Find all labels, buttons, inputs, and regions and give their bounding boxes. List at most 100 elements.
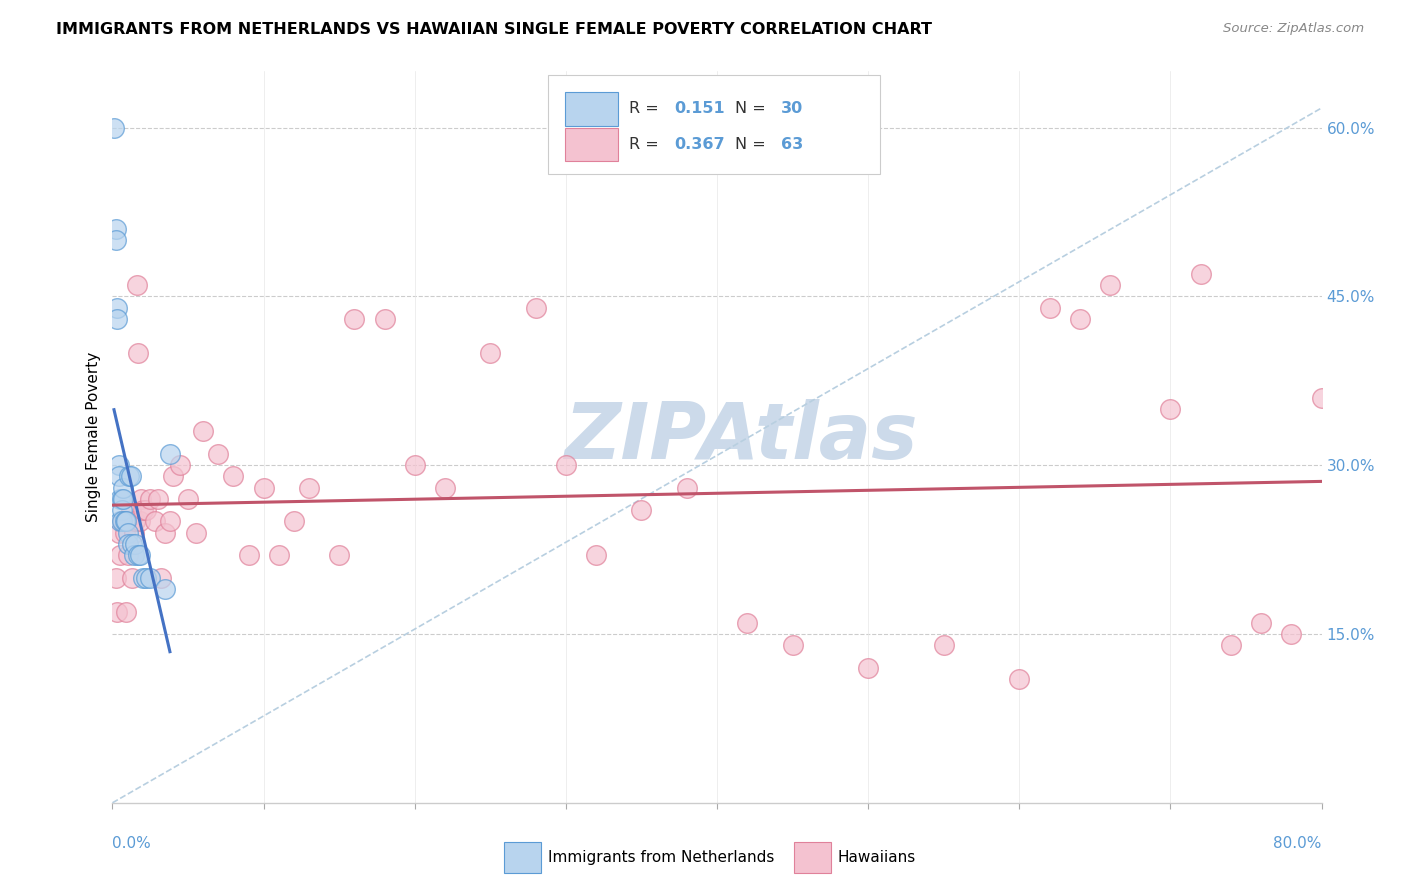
Point [267,548,290,562]
Point [117,525,139,540]
Y-axis label: Single Female Poverty: Single Female Poverty [86,352,101,522]
Point [107,525,129,540]
Point [135,571,157,585]
Point [110,515,132,529]
Point [328,548,350,562]
Point [124,537,146,551]
Point [121,571,143,585]
Point [1008,672,1031,686]
Point [105,301,128,315]
Point [630,503,652,517]
Point [110,515,132,529]
Point [118,469,141,483]
Point [159,447,181,461]
Point [162,469,184,483]
Point [222,469,245,483]
Point [108,491,131,506]
Point [1038,301,1062,315]
Text: R =: R = [628,102,664,116]
Point [105,605,128,619]
Point [104,571,127,585]
Point [112,481,135,495]
Text: Hawaiians: Hawaiians [838,850,917,865]
Point [110,503,132,517]
Point [1279,627,1302,641]
Point [146,491,169,506]
Point [107,469,129,483]
Point [675,481,697,495]
Point [103,120,125,135]
Point [112,491,135,506]
Point [107,458,129,473]
Point [1098,278,1121,293]
Point [110,491,132,506]
Point [479,345,502,359]
Text: 0.0%: 0.0% [112,836,152,851]
Point [1250,615,1272,630]
Point [127,548,149,562]
Point [433,481,456,495]
Point [253,481,276,495]
Point [207,447,229,461]
Text: ZIPAtlas: ZIPAtlas [564,399,918,475]
Point [283,515,305,529]
Point [238,548,260,562]
Point [122,525,145,540]
Point [1159,401,1181,416]
Point [159,515,181,529]
Point [121,537,143,551]
Point [105,312,128,326]
Point [737,615,759,630]
Point [1220,638,1243,652]
Point [132,503,155,517]
Point [149,571,172,585]
FancyBboxPatch shape [505,842,540,873]
Text: 63: 63 [782,137,803,152]
FancyBboxPatch shape [794,842,831,873]
Point [343,312,366,326]
Text: N =: N = [735,137,770,152]
Point [117,548,139,562]
Point [125,278,148,293]
Point [1189,267,1212,281]
Point [1310,391,1333,405]
Text: N =: N = [735,102,770,116]
Point [114,515,136,529]
Text: Immigrants from Netherlands: Immigrants from Netherlands [548,850,775,865]
Point [374,312,396,326]
FancyBboxPatch shape [548,75,880,174]
Point [128,548,150,562]
Point [404,458,426,473]
Point [127,345,149,359]
Point [112,515,135,529]
Point [104,233,127,247]
Text: 0.151: 0.151 [675,102,725,116]
Point [104,222,127,236]
Point [139,571,162,585]
Point [1069,312,1091,326]
Point [124,515,146,529]
Text: 30: 30 [782,102,803,116]
Point [108,548,131,562]
Text: Source: ZipAtlas.com: Source: ZipAtlas.com [1223,22,1364,36]
Point [115,605,138,619]
Point [169,458,191,473]
Point [554,458,576,473]
Text: 0.367: 0.367 [675,137,725,152]
Point [524,301,547,315]
Point [856,661,880,675]
Point [129,491,152,506]
Point [139,491,162,506]
Point [132,571,155,585]
Point [585,548,607,562]
Point [782,638,804,652]
Point [120,469,142,483]
Point [118,515,141,529]
Text: R =: R = [628,137,664,152]
Point [120,503,142,517]
FancyBboxPatch shape [565,128,617,161]
Point [298,481,321,495]
Point [932,638,955,652]
Point [114,525,136,540]
Point [191,425,214,439]
